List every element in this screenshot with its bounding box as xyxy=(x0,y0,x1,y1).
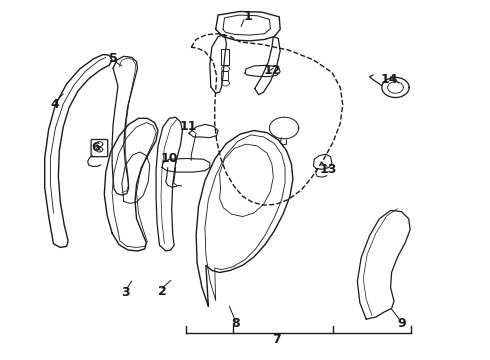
Text: 14: 14 xyxy=(380,73,398,86)
Text: 10: 10 xyxy=(161,152,178,165)
Text: 7: 7 xyxy=(272,333,281,346)
Bar xyxy=(220,49,229,65)
Text: 2: 2 xyxy=(158,285,166,298)
Text: 4: 4 xyxy=(50,98,59,111)
Text: 11: 11 xyxy=(180,120,197,133)
Text: 9: 9 xyxy=(397,317,406,330)
Bar xyxy=(220,71,228,80)
Text: 1: 1 xyxy=(243,10,252,23)
Text: 3: 3 xyxy=(121,287,129,300)
Text: 12: 12 xyxy=(263,64,281,77)
Text: 5: 5 xyxy=(109,51,118,64)
Text: 8: 8 xyxy=(231,317,240,330)
Text: 6: 6 xyxy=(92,141,100,154)
Text: 13: 13 xyxy=(319,163,337,176)
